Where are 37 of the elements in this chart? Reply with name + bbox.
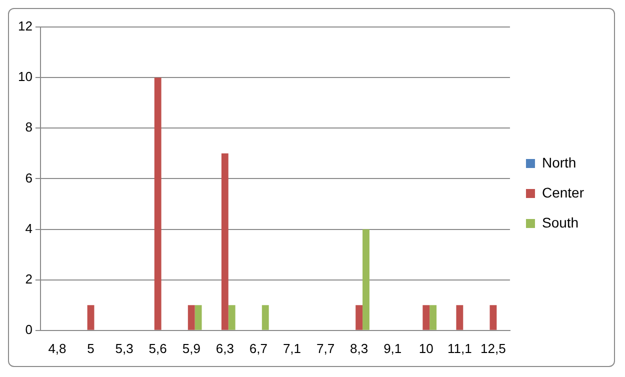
bar <box>221 153 228 330</box>
x-tick-label: 12,5 <box>480 340 506 356</box>
x-tick-label: 10 <box>418 340 434 356</box>
bar <box>87 305 94 330</box>
y-tick-label: 8 <box>25 120 32 135</box>
bar <box>194 305 202 330</box>
x-tick-label: 6,7 <box>249 340 268 356</box>
bar <box>228 305 236 330</box>
bar <box>422 305 430 330</box>
x-tick-label: 6,3 <box>216 340 234 356</box>
bar <box>456 305 464 330</box>
x-tick-label: 11,1 <box>448 340 472 356</box>
x-tick-label: 8,3 <box>350 340 368 356</box>
x-tick-label: 5,3 <box>115 340 134 356</box>
bar <box>490 305 497 330</box>
bar <box>362 229 370 330</box>
x-tick-label: 5 <box>87 340 94 356</box>
y-tick-label: 6 <box>25 170 32 186</box>
bar <box>430 305 437 330</box>
bar <box>154 78 162 330</box>
y-tick-label: 0 <box>25 322 32 337</box>
x-tick-label: 7,1 <box>282 340 302 356</box>
bar <box>188 305 195 330</box>
legend-label: North <box>542 154 576 170</box>
legend-label: South <box>542 214 579 230</box>
bar <box>356 305 363 330</box>
bar <box>262 305 269 330</box>
x-tick-label: 5,6 <box>148 340 167 356</box>
x-tick-label: 7,7 <box>316 340 335 356</box>
x-tick-label: 9,1 <box>384 340 402 356</box>
y-tick-label: 10 <box>18 69 32 84</box>
legend-label: Center <box>542 184 584 200</box>
x-tick-label: 4,8 <box>48 340 66 356</box>
y-tick-label: 2 <box>25 271 32 286</box>
y-tick-label: 4 <box>25 220 32 236</box>
x-tick-label: 5,9 <box>182 340 200 356</box>
y-tick-label: 12 <box>18 18 32 34</box>
